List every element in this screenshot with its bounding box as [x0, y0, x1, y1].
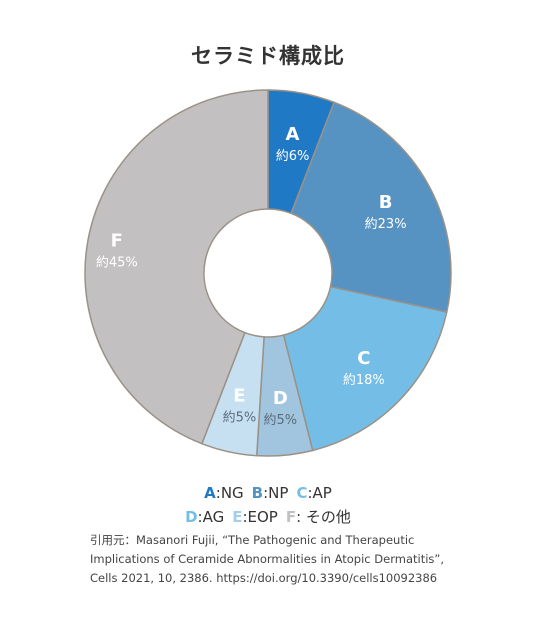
legend-code: F: [285, 508, 297, 526]
legend-item-c: C:AP: [296, 484, 331, 502]
slice-letter-c: C: [357, 348, 370, 369]
legend-code: D: [185, 508, 198, 526]
legend-item-d: D:AG: [185, 508, 224, 526]
slice-label-f: 約45%: [96, 255, 138, 270]
donut-chart: A 約6% B 約23% C 約18% D 約5% E 約5% F 約45%: [84, 89, 452, 457]
legend-code: A: [204, 484, 216, 502]
legend-text: :AP: [307, 484, 332, 502]
slice-label-a: 約6%: [276, 149, 310, 164]
citation-line-3: Cells 2021, 10, 2386. https://doi.org/10…: [90, 571, 438, 585]
slice-letter-d: D: [273, 388, 288, 409]
legend-item-b: B:NP: [252, 484, 289, 502]
slice-letter-b: B: [379, 192, 393, 213]
slice-f: [84, 89, 269, 445]
slice-letter-a: A: [286, 124, 300, 145]
legend-code: B: [251, 484, 264, 502]
legend-text: : その他: [296, 508, 351, 526]
slice-label-b: 約23%: [365, 217, 407, 232]
slice-label-d: 約5%: [264, 413, 298, 428]
legend-code: E: [232, 508, 243, 526]
chart-title: セラミド構成比: [191, 44, 345, 68]
slice-letter-f: F: [111, 230, 123, 251]
citation-line-1: 引用元：Masanori Fujii, “The Pathogenic and …: [90, 533, 415, 547]
legend-item-f: F: その他: [286, 508, 351, 526]
slice-label-c: 約18%: [343, 373, 385, 388]
citation: 引用元：Masanori Fujii, “The Pathogenic and …: [90, 531, 444, 588]
citation-line-2: Implications of Ceramide Abnormalities i…: [90, 552, 445, 566]
legend-text: :NP: [263, 484, 289, 502]
legend-text: :NG: [215, 484, 244, 502]
legend-text: :AG: [197, 508, 225, 526]
slice-label-e: 約5%: [223, 410, 257, 425]
legend-row-1: A:NG B:NP C:AP: [0, 484, 536, 502]
slice-c: [282, 285, 448, 452]
legend-row-2: D:AG E:EOP F: その他: [0, 506, 536, 527]
legend-item-a: A:NG: [204, 484, 244, 502]
slice-b: [290, 101, 452, 314]
legend-item-e: E:EOP: [232, 508, 278, 526]
slice-letter-e: E: [233, 385, 245, 406]
legend-text: :EOP: [242, 508, 278, 526]
legend-code: C: [296, 484, 308, 502]
